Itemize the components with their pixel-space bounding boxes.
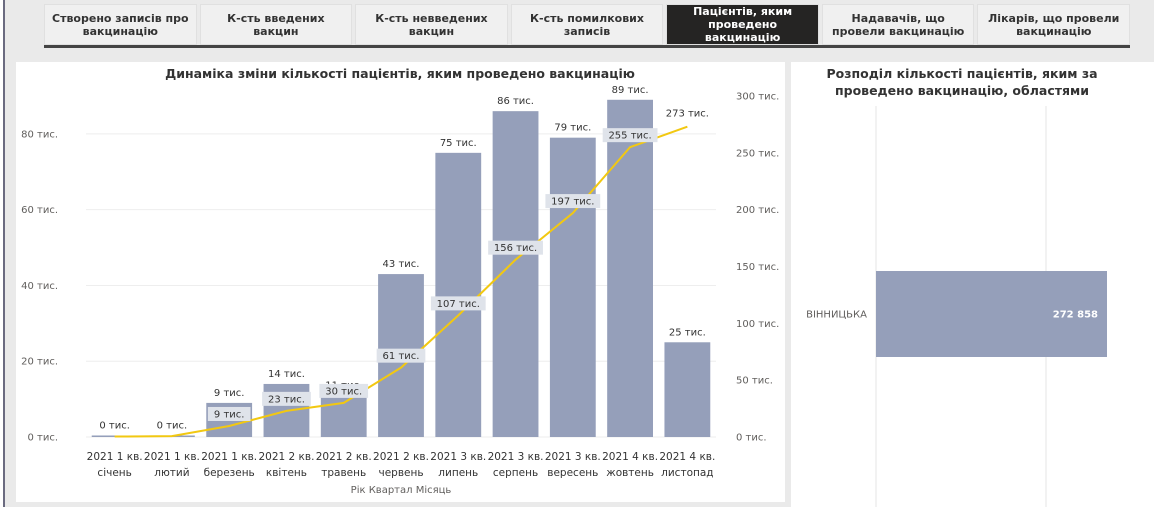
line-data-label-bg — [376, 348, 426, 363]
x-tick-label-month: квітень — [266, 467, 307, 479]
bar[interactable] — [549, 137, 596, 437]
x-tick-label-quarter: 2021 1 кв. — [201, 451, 257, 463]
x-tick-label-month: жовтень — [606, 467, 654, 479]
y-left-tick-label: 0 тис. — [27, 433, 58, 444]
bar-data-label: 14 тис. — [268, 369, 305, 380]
x-tick-label-quarter: 2021 3 кв. — [488, 451, 544, 463]
region-distribution-chart-panel: Розподіл кількості пацієнтів, яким за про… — [791, 62, 1154, 507]
y-right-tick-label: 100 тис. — [736, 319, 779, 330]
y-right-tick-label: 50 тис. — [736, 376, 773, 387]
x-tick-label-quarter: 2021 1 кв. — [87, 451, 143, 463]
bar-data-label: 89 тис. — [612, 85, 649, 96]
left-edge-rule — [0, 0, 5, 507]
y-right-tick-label: 150 тис. — [736, 262, 779, 273]
tab-2[interactable]: К-сть невведених вакцин — [355, 4, 508, 45]
line-data-label: 197 тис. — [551, 197, 594, 208]
x-tick-label-quarter: 2021 1 кв. — [144, 451, 200, 463]
y-right-tick-label: 250 тис. — [736, 148, 779, 159]
bar[interactable] — [664, 342, 711, 437]
y-right-tick-label: 0 тис. — [736, 433, 767, 444]
bar[interactable] — [607, 99, 653, 438]
x-tick-label-month: лютий — [154, 467, 189, 479]
chart-title: Динаміка зміни кількості пацієнтів, яким… — [165, 66, 635, 81]
region-value-label: 272 858 — [1053, 310, 1098, 321]
report-tab-bar: Створено записів про вакцинацію К-сть вве… — [44, 4, 1131, 48]
line-data-label-bg — [430, 296, 486, 311]
x-tick-label-quarter: 2021 2 кв. — [316, 451, 372, 463]
x-tick-label-month: серпень — [493, 467, 538, 479]
bar-data-label: 79 тис. — [554, 123, 591, 134]
tab-4[interactable]: Пацієнтів, яким проведено вакцинацію — [666, 4, 819, 45]
x-tick-label-month: липень — [438, 467, 478, 479]
y-left-tick-label: 40 тис. — [21, 281, 58, 292]
line-data-label-bg — [262, 391, 311, 406]
line-data-label: 273 тис. — [666, 109, 709, 120]
x-tick-label-month: вересень — [547, 467, 598, 479]
x-tick-label-quarter: 2021 2 кв. — [258, 451, 314, 463]
bar-data-label: 43 тис. — [383, 259, 420, 270]
cumulative-line[interactable] — [114, 125, 688, 438]
chart-title: Розподіл кількості пацієнтів, яким за про… — [826, 66, 1097, 98]
line-data-label: 61 тис. — [383, 351, 420, 362]
region-distribution-chart: Розподіл кількості пацієнтів, яким за про… — [806, 66, 1107, 507]
bar-data-label: 0 тис. — [99, 420, 130, 431]
x-tick-label-month: січень — [97, 467, 131, 479]
x-tick-label-month: листопад — [661, 467, 713, 479]
bar[interactable] — [435, 152, 482, 437]
y-left-tick-label: 80 тис. — [21, 129, 58, 140]
monthly-dynamics-chart: Динаміка зміни кількості пацієнтів, яким… — [21, 66, 779, 496]
bar-data-label: 86 тис. — [497, 96, 534, 107]
bar[interactable] — [320, 395, 367, 437]
line-data-label-bg — [545, 194, 601, 209]
y-left-tick-label: 60 тис. — [21, 205, 58, 216]
line-data-label: 23 тис. — [268, 394, 305, 405]
y-left-tick-label: 20 тис. — [21, 357, 58, 368]
x-tick-label-quarter: 2021 4 кв. — [602, 451, 658, 463]
x-tick-label-quarter: 2021 2 кв. — [373, 451, 429, 463]
bar-data-label: 75 тис. — [440, 138, 477, 149]
tab-0[interactable]: Створено записів про вакцинацію — [44, 4, 197, 45]
region-bar[interactable] — [876, 271, 1107, 357]
line-data-label-bg — [319, 383, 369, 398]
x-tick-label-month: червень — [378, 467, 423, 479]
tab-6[interactable]: Лікарів, що провели вакцинацію — [977, 4, 1131, 45]
line-data-label: 30 тис. — [325, 386, 362, 397]
x-tick-label-quarter: 2021 3 кв. — [545, 451, 601, 463]
tab-1[interactable]: К-сть введених вакцин — [199, 4, 353, 45]
y-right-tick-label: 300 тис. — [736, 92, 779, 103]
x-tick-label-month: березень — [204, 467, 255, 479]
line-data-label: 107 тис. — [437, 299, 480, 310]
x-tick-label-quarter: 2021 4 кв. — [659, 451, 715, 463]
bar-data-label: 25 тис. — [669, 327, 706, 338]
x-axis-title: Рік Квартал Місяць — [351, 484, 452, 496]
tab-5[interactable]: Надавачів, що провели вакцинацію — [821, 4, 975, 45]
monthly-dynamics-chart-panel: Динаміка зміни кількості пацієнтів, яким… — [16, 62, 785, 502]
y-right-tick-label: 200 тис. — [736, 205, 779, 216]
bar-data-label: 9 тис. — [214, 388, 245, 399]
line-data-label-bg — [207, 406, 251, 421]
line-data-label-bg — [488, 240, 543, 255]
tab-3[interactable]: К-сть помилкових записів — [510, 4, 664, 45]
x-tick-label-month: травень — [321, 467, 366, 479]
line-data-label-bg — [602, 128, 658, 143]
x-tick-label-quarter: 2021 3 кв. — [430, 451, 486, 463]
line-data-label: 9 тис. — [214, 409, 245, 420]
line-data-label: 156 тис. — [494, 243, 537, 254]
line-data-label: 255 тис. — [608, 131, 651, 142]
region-category-label: ВІННИЦЬКА — [806, 310, 867, 321]
bar-data-label: 0 тис. — [157, 420, 188, 431]
